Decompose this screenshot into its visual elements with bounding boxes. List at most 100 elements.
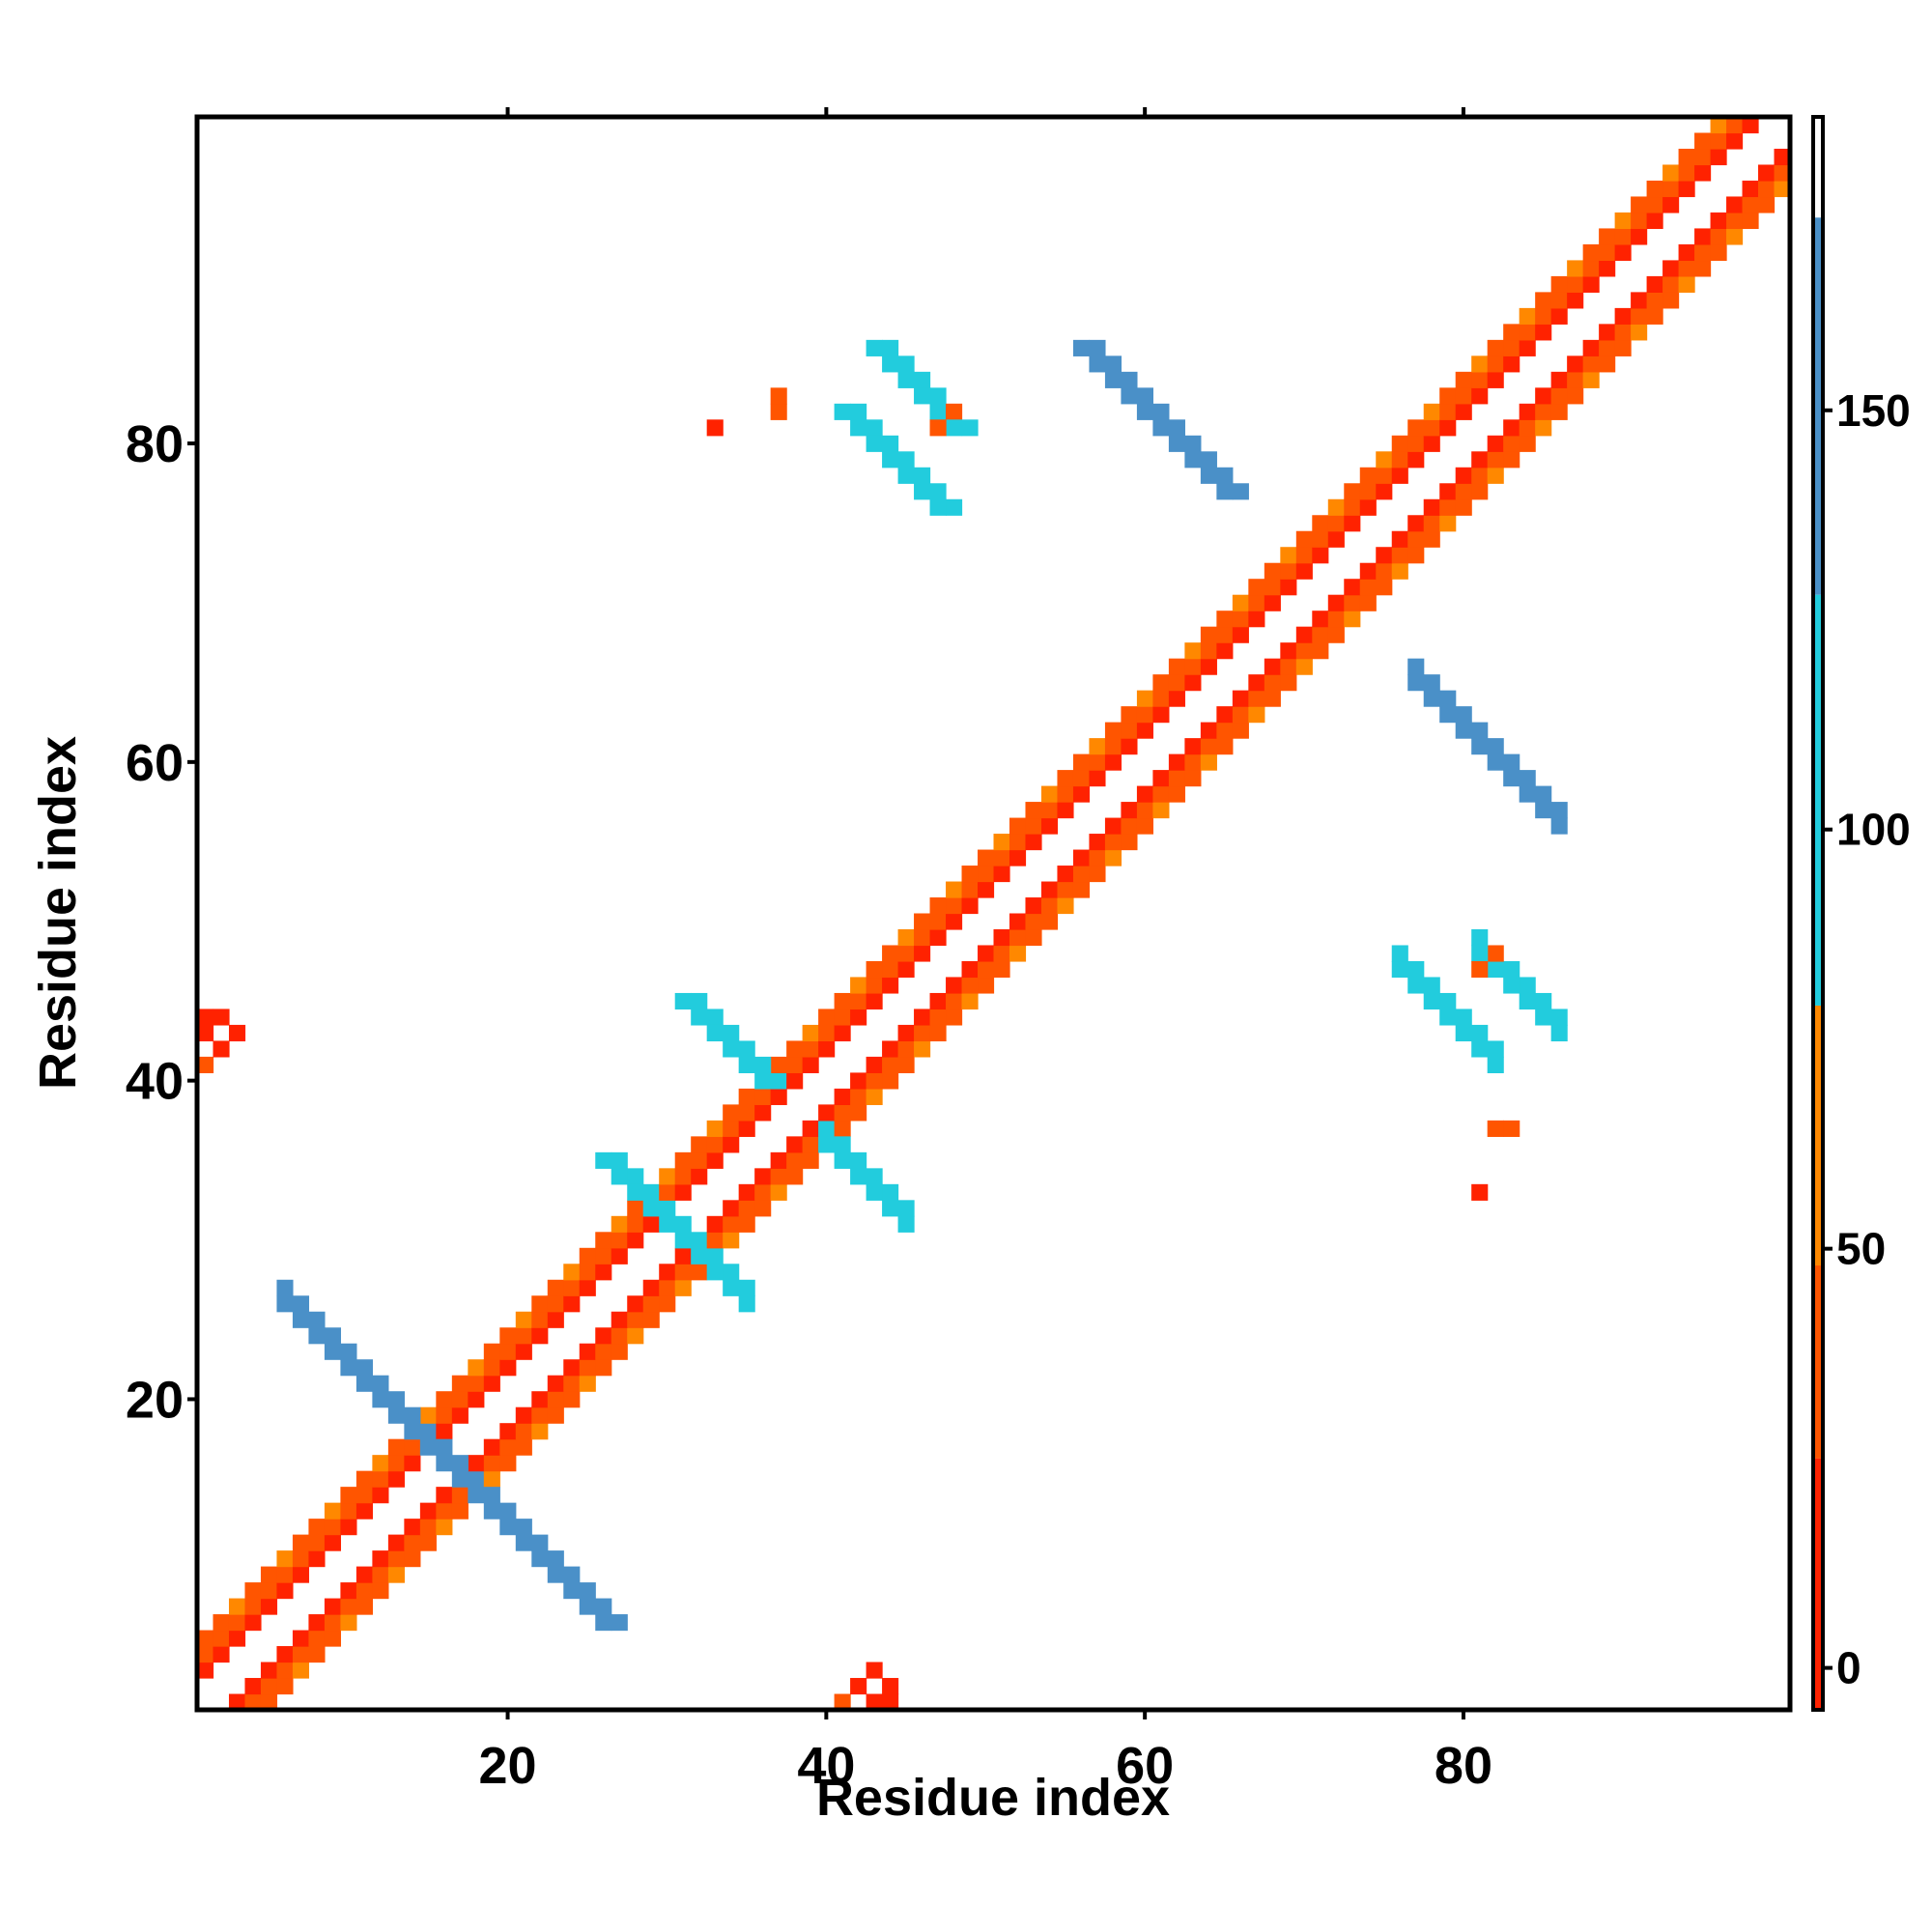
heatmap-cell xyxy=(961,897,979,915)
heatmap-cell xyxy=(1519,403,1536,420)
heatmap-cell xyxy=(1136,722,1153,739)
heatmap-cell xyxy=(738,1279,755,1296)
heatmap-cell xyxy=(387,1406,405,1424)
heatmap-cell xyxy=(818,1024,836,1042)
heatmap-cell xyxy=(355,1502,373,1520)
heatmap-cell xyxy=(961,881,979,898)
heatmap-cell xyxy=(1280,579,1297,596)
heatmap-cell xyxy=(627,1295,644,1313)
heatmap-cell xyxy=(308,1646,326,1663)
heatmap-cell xyxy=(1216,483,1234,500)
heatmap-cell xyxy=(659,1279,676,1296)
heatmap-cell xyxy=(706,1120,724,1137)
heatmap-cell xyxy=(1774,148,1791,166)
heatmap-cell xyxy=(1359,483,1377,500)
heatmap-cell xyxy=(563,1264,581,1281)
heatmap-cell xyxy=(882,1200,899,1217)
heatmap-cell xyxy=(929,483,947,500)
heatmap-cell xyxy=(1550,403,1568,420)
heatmap-cell xyxy=(850,977,867,994)
heatmap-cell xyxy=(1168,753,1185,771)
heatmap-cell xyxy=(1248,690,1265,707)
heatmap-cell xyxy=(993,866,1010,883)
heatmap-cell xyxy=(1200,738,1217,755)
heatmap-cell xyxy=(738,1104,755,1122)
heatmap-cell xyxy=(1136,706,1153,724)
heatmap-cell xyxy=(1662,180,1680,198)
heatmap-cell xyxy=(1599,324,1616,341)
heatmap-cell xyxy=(754,1104,772,1122)
heatmap-cell xyxy=(946,913,963,930)
heatmap-cell xyxy=(961,977,979,994)
heatmap-cell xyxy=(850,403,867,420)
heatmap-cell xyxy=(866,992,883,1010)
heatmap-cell xyxy=(834,1009,851,1026)
heatmap-cell xyxy=(1471,467,1489,484)
heatmap-cell xyxy=(1200,753,1217,771)
heatmap-cell xyxy=(547,1406,564,1424)
heatmap-cell xyxy=(1376,467,1393,484)
heatmap-cell xyxy=(786,1168,804,1185)
heatmap-cell xyxy=(1662,164,1680,182)
heatmap-cell xyxy=(1535,992,1552,1010)
heatmap-cell xyxy=(1694,164,1712,182)
heatmap-cell xyxy=(659,1183,676,1201)
heatmap-cell xyxy=(946,897,963,915)
heatmap-cell xyxy=(914,913,931,930)
heatmap-cell xyxy=(563,1279,581,1296)
heatmap-cell xyxy=(866,1168,883,1185)
heatmap-cell xyxy=(1614,339,1632,356)
y-tick-label: 80 xyxy=(126,415,184,473)
heatmap-cell xyxy=(404,1534,421,1551)
heatmap-cell xyxy=(1471,960,1489,979)
heatmap-cell xyxy=(1582,243,1600,262)
heatmap-cell xyxy=(674,1247,692,1264)
heatmap-cell xyxy=(738,1120,755,1137)
heatmap-cell xyxy=(1089,834,1106,851)
heatmap-cell xyxy=(642,1215,660,1233)
heatmap-cell xyxy=(1519,435,1536,452)
heatmap-cell xyxy=(1121,722,1138,739)
heatmap-cell xyxy=(914,387,931,405)
heatmap-cell xyxy=(1582,260,1600,277)
heatmap-cell xyxy=(786,1136,804,1153)
heatmap-cell xyxy=(659,1215,676,1233)
heatmap-cell xyxy=(228,1693,246,1711)
heatmap-cell xyxy=(1678,180,1695,198)
heatmap-cell xyxy=(1535,419,1552,437)
heatmap-cell xyxy=(1248,594,1265,611)
heatmap-cell xyxy=(1327,515,1345,532)
heatmap-cell xyxy=(387,1566,405,1583)
heatmap-cell xyxy=(1295,562,1313,580)
heatmap-cell xyxy=(754,1200,772,1217)
heatmap-cell xyxy=(1344,483,1361,500)
heatmap-cell xyxy=(914,1009,931,1026)
heatmap-cell xyxy=(1025,913,1042,930)
heatmap-cell xyxy=(674,1232,692,1249)
heatmap-cell xyxy=(1057,897,1074,915)
heatmap-cell xyxy=(292,1534,310,1551)
heatmap-cell xyxy=(1550,307,1568,325)
heatmap-cell xyxy=(340,1359,357,1377)
heatmap-cell xyxy=(1550,371,1568,388)
heatmap-cell xyxy=(483,1359,500,1377)
heatmap-cell xyxy=(324,1630,342,1647)
heatmap-cell xyxy=(1136,403,1153,420)
heatmap-cell xyxy=(1391,960,1408,979)
heatmap-cell xyxy=(611,1247,628,1264)
heatmap-cell xyxy=(1136,785,1153,803)
heatmap-cell xyxy=(1072,866,1091,883)
heatmap-cell xyxy=(197,1646,214,1663)
heatmap-cell xyxy=(1423,403,1440,420)
heatmap-cell xyxy=(213,1009,230,1026)
heatmap-cell xyxy=(1471,371,1489,388)
heatmap-cell xyxy=(1535,324,1552,341)
heatmap-cell xyxy=(1040,897,1059,915)
heatmap-cell xyxy=(372,1470,389,1488)
heatmap-cell xyxy=(1295,642,1313,660)
heatmap-cell xyxy=(659,1168,676,1185)
heatmap-cell xyxy=(691,1264,708,1281)
heatmap-cell xyxy=(324,1343,342,1360)
heatmap-cell xyxy=(1280,642,1297,660)
heatmap-cell xyxy=(404,1406,421,1424)
